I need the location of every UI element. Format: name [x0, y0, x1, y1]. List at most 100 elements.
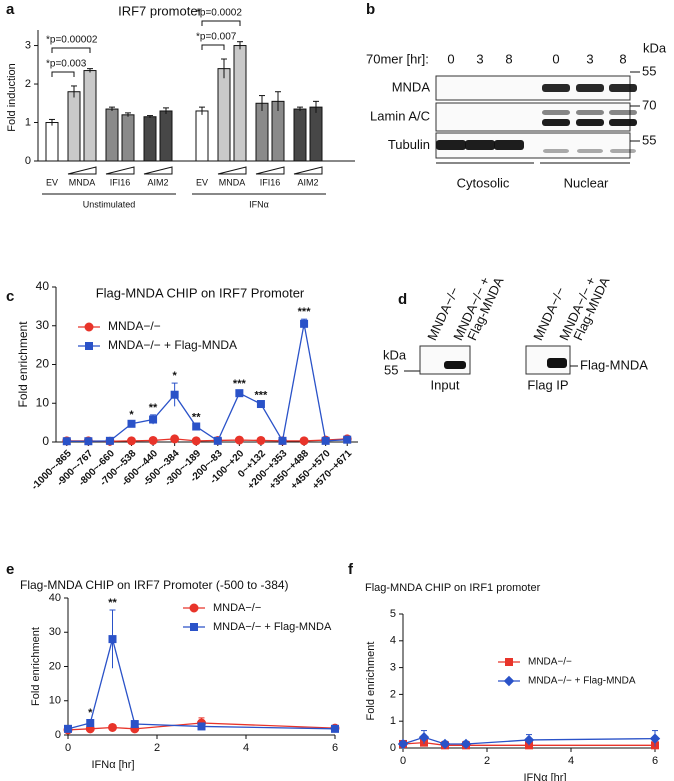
x-tick-label: 2: [484, 755, 490, 767]
y-tick-label: 0: [55, 729, 61, 741]
bar: [45, 122, 59, 162]
dose-ramp: [67, 166, 97, 175]
x-tick-label: 4: [243, 742, 249, 754]
x-tick-label: 6: [332, 742, 338, 754]
set-label: EV: [46, 177, 58, 187]
marker: [191, 436, 201, 446]
lane-label: 3: [586, 51, 593, 66]
y-tick-label: 3: [390, 662, 396, 674]
marker: [127, 436, 136, 446]
marker: [460, 738, 472, 750]
group-label: IFNα: [249, 199, 269, 209]
bar: [159, 110, 173, 162]
panel-label: c: [6, 288, 14, 305]
y-axis-label: Fold enrichment: [365, 642, 377, 721]
bar: [67, 91, 81, 162]
marker: [127, 419, 136, 428]
kda-marker: 55: [642, 63, 656, 78]
bar: [121, 114, 135, 162]
lane-label: 0: [552, 51, 559, 66]
marker: [299, 436, 309, 446]
set-label: IFI16: [260, 177, 281, 187]
y-tick-label: 4: [390, 635, 396, 647]
marker: [235, 389, 244, 398]
y-tick-label: 0: [42, 434, 49, 448]
bar: [255, 102, 269, 162]
set-label: MNDA: [69, 177, 96, 187]
lane-label: 8: [505, 51, 512, 66]
x-tick-label: 4: [568, 755, 574, 767]
kda-marker: 55: [642, 132, 656, 147]
marker: [197, 722, 206, 731]
panel-label: d: [398, 291, 407, 308]
fraction-label: Cytosolic: [457, 175, 510, 190]
y-tick-label: 10: [36, 395, 50, 409]
x-tick-label: 2: [154, 742, 160, 754]
time-label: 70mer [hr]:: [366, 51, 429, 66]
dose-ramp: [143, 166, 173, 175]
legend-marker: [503, 675, 515, 687]
significance-mark: *: [129, 409, 134, 421]
y-tick-label: 10: [49, 695, 61, 707]
blot-band: [494, 140, 524, 150]
bar: [83, 70, 97, 162]
y-tick-label: 5: [390, 608, 396, 620]
legend-label: MNDA−/−: [108, 319, 161, 333]
y-tick-label: 30: [36, 318, 50, 332]
x-axis-label: IFNα [hr]: [91, 759, 134, 771]
blot-frame: [435, 102, 631, 132]
y-tick-label: 0: [390, 742, 396, 754]
bar: [105, 108, 119, 162]
blot-row-label: Lamin A/C: [370, 108, 430, 123]
blot-band: [609, 119, 637, 126]
marker: [170, 434, 180, 444]
set-label: AIM2: [297, 177, 318, 187]
marker: [418, 732, 430, 743]
significance-mark: **: [192, 411, 201, 423]
band-label: Flag-MNDA: [580, 357, 648, 372]
bar: [195, 110, 209, 162]
y-axis-label: Fold enrichment: [30, 627, 42, 706]
chart-title: Flag-MNDA CHIP on IRF7 Promoter: [96, 285, 305, 300]
group-label: Unstimulated: [83, 199, 136, 209]
marker: [213, 436, 222, 445]
legend-label: MNDA−/− + Flag-MNDA: [528, 676, 636, 687]
kda-marker: 55: [384, 362, 398, 377]
significance-mark: ***: [255, 389, 269, 401]
marker: [64, 724, 72, 733]
y-tick-label: 40: [36, 279, 50, 293]
marker: [343, 435, 352, 444]
y-axis-label: Fold induction: [6, 63, 18, 132]
blot-row-label: Tubulin: [388, 137, 430, 152]
marker: [62, 437, 71, 446]
marker: [256, 400, 265, 409]
blot-band: [436, 140, 466, 150]
marker: [108, 722, 117, 732]
dose-ramp: [217, 166, 247, 175]
marker: [105, 436, 114, 445]
y-tick-label: 30: [49, 626, 61, 638]
x-axis-label: IFNα [hr]: [523, 772, 566, 781]
marker: [108, 635, 117, 644]
blot-band: [542, 119, 570, 126]
bar: [143, 116, 157, 162]
significance-mark: **: [108, 597, 117, 609]
y-tick-label: 2: [25, 78, 31, 90]
y-tick-label: 0: [25, 155, 31, 167]
marker: [192, 422, 201, 431]
bar: [293, 108, 307, 162]
y-tick-label: 2: [390, 688, 396, 700]
blot-band: [576, 84, 604, 92]
blot-band: [543, 149, 569, 153]
y-tick-label: 1: [25, 116, 31, 128]
blot-band: [444, 361, 466, 369]
significance-mark: ***: [298, 306, 312, 318]
x-tick-label: 0: [400, 755, 406, 767]
marker: [649, 733, 661, 744]
blot-band: [542, 110, 570, 115]
x-tick-label: 0: [65, 742, 71, 754]
significance-bracket: [201, 44, 225, 51]
panel-label: e: [6, 561, 14, 578]
marker: [321, 436, 330, 445]
